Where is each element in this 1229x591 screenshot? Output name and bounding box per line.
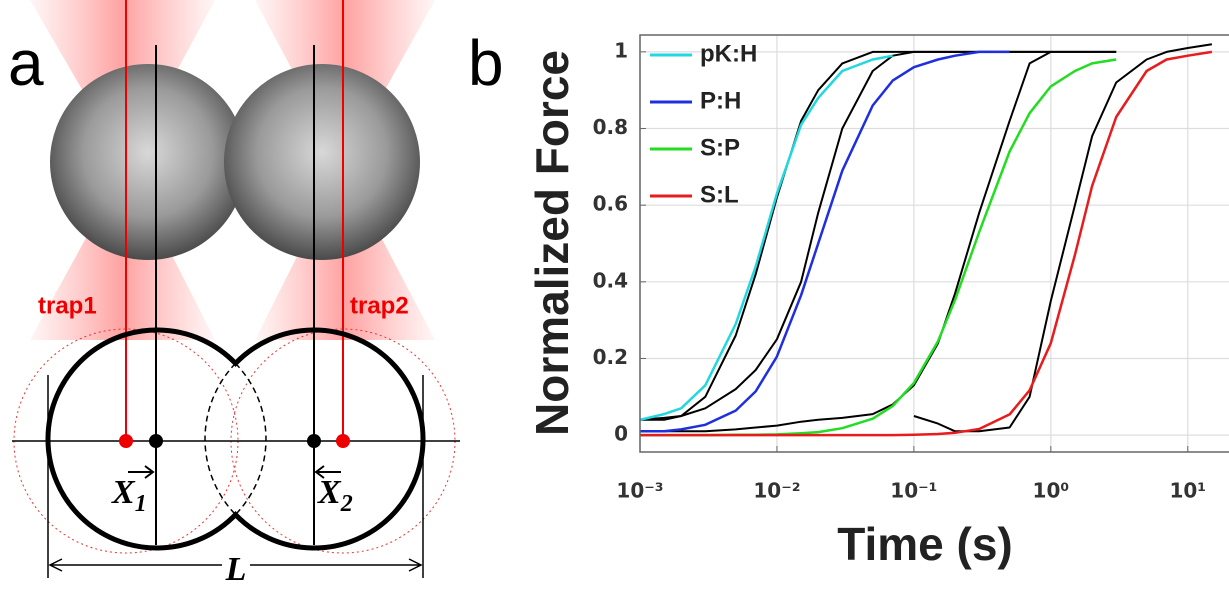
x-tick-label: 10⁻¹	[890, 479, 937, 503]
x-tick-label: 10⁻³	[616, 479, 663, 503]
data-trace	[640, 50, 1117, 433]
offset-label: X1	[111, 474, 147, 517]
grid: 0 0.2 0.4 0.6 0.8 1 10⁻³ 10⁻² 10⁻¹ 10⁰ 10¹	[593, 35, 1229, 503]
y-tick-label: 1	[614, 38, 628, 62]
plot-lines	[640, 43, 1213, 437]
x-axis-title: Time (s)	[837, 518, 1013, 570]
x-tick-label: 10¹	[1169, 479, 1206, 503]
bead-center	[149, 434, 163, 448]
x-tick-label: 10⁻²	[753, 479, 800, 503]
trap-center	[336, 434, 350, 448]
data-trace	[913, 43, 1213, 433]
legend-label: S:L	[700, 181, 739, 208]
legend-label: S:P	[700, 134, 740, 161]
bead	[50, 64, 246, 260]
fit-line	[640, 58, 1117, 437]
y-tick-label: 0.2	[593, 345, 628, 369]
length-arrow	[48, 558, 423, 572]
diagram: a trap1 trap2 X1 X2 L	[8, 0, 460, 588]
offset-symbol: X	[317, 474, 342, 511]
offset-symbol: X	[111, 474, 136, 511]
bead-center	[307, 434, 321, 448]
bead	[224, 64, 420, 260]
trap-label: trap1	[38, 292, 97, 319]
offset-label: X2	[317, 474, 353, 517]
y-tick-label: 0.6	[593, 192, 628, 216]
offset-subscript: 1	[135, 491, 147, 517]
legend: pK:H P:H S:P S:L	[650, 40, 757, 208]
y-tick-label: 0.4	[593, 268, 628, 292]
fit-line	[640, 50, 1010, 433]
bead-outline	[45, 327, 426, 551]
data-trace	[640, 50, 1117, 421]
y-axis-title: Normalized Force	[526, 50, 578, 436]
trap-center	[119, 434, 133, 448]
length-label: L	[225, 551, 247, 588]
y-tick-label: 0	[614, 422, 628, 446]
y-tick-label: 0.8	[593, 115, 628, 139]
overlap-arc	[204, 362, 267, 516]
panel-label: a	[8, 27, 44, 99]
plot-frame	[639, 34, 1229, 453]
fit-line	[640, 54, 893, 422]
legend-label: pK:H	[700, 40, 757, 67]
legend-label: P:H	[700, 87, 741, 114]
x-tick-label: 10⁰	[1033, 479, 1070, 503]
offset-subscript: 2	[340, 491, 353, 517]
offset-arrow	[128, 465, 155, 479]
panel-label: b	[468, 27, 504, 99]
trap-label: trap2	[350, 292, 409, 319]
fit-line	[640, 50, 1213, 437]
offset-arrow	[314, 465, 341, 479]
